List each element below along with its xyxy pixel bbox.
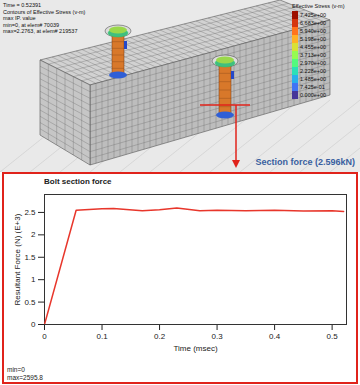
svg-text:7.425e-01: 7.425e-01 [300, 84, 325, 90]
html-text:max=2595.8: max=2595.8 [7, 373, 43, 381]
svg-text:0.000e+00: 0.000e+00 [300, 92, 326, 98]
svg-text:5.198e+00: 5.198e+00 [300, 36, 326, 42]
svg-text:5.940e+00: 5.940e+00 [300, 28, 326, 34]
svg-text:Contours of Effective Stress (: Contours of Effective Stress (v-m) [3, 9, 86, 15]
svg-text:0.5: 0.5 [327, 332, 339, 341]
svg-text:Effective Stress (v-m): Effective Stress (v-m) [292, 3, 345, 9]
svg-text:0: 0 [31, 320, 36, 329]
svg-text:1: 1 [31, 275, 36, 284]
svg-text:max=2.2763, at elem# 219537: max=2.2763, at elem# 219537 [3, 28, 77, 34]
svg-text:1.5: 1.5 [24, 253, 36, 262]
svg-text:0.3: 0.3 [212, 332, 224, 341]
svg-text:min=0, at elem# 70039: min=0, at elem# 70039 [3, 22, 59, 28]
svg-text:0.1: 0.1 [96, 332, 108, 341]
svg-text:6.683e+00: 6.683e+00 [300, 20, 326, 26]
svg-text:0.4: 0.4 [269, 332, 281, 341]
svg-text:Time (msec): Time (msec) [173, 344, 217, 353]
svg-text:Section force (2.596kN): Section force (2.596kN) [255, 157, 355, 167]
svg-text:2.970e+00: 2.970e+00 [300, 60, 326, 66]
svg-text:2: 2 [31, 230, 36, 239]
html-text:Bolt section force: Bolt section force [44, 177, 112, 186]
svg-text:3.713e+00: 3.713e+00 [300, 52, 326, 58]
svg-text:4.455e+00: 4.455e+00 [300, 44, 326, 50]
svg-text:Time = 0.52391: Time = 0.52391 [3, 2, 41, 8]
html-text:min=0: min=0 [7, 366, 25, 373]
svg-text:0.5: 0.5 [24, 298, 36, 307]
svg-text:max IP. value: max IP. value [3, 15, 36, 21]
svg-text:2.228e+00: 2.228e+00 [300, 68, 326, 74]
svg-text:7.425e+00: 7.425e+00 [300, 12, 326, 18]
svg-text:1.485e+00: 1.485e+00 [300, 76, 326, 82]
svg-text:2.5: 2.5 [24, 208, 36, 217]
svg-text:0.2: 0.2 [154, 332, 166, 341]
svg-text:Resultant Force (N) (E+3): Resultant Force (N) (E+3) [13, 213, 22, 305]
svg-text:0: 0 [42, 332, 47, 341]
